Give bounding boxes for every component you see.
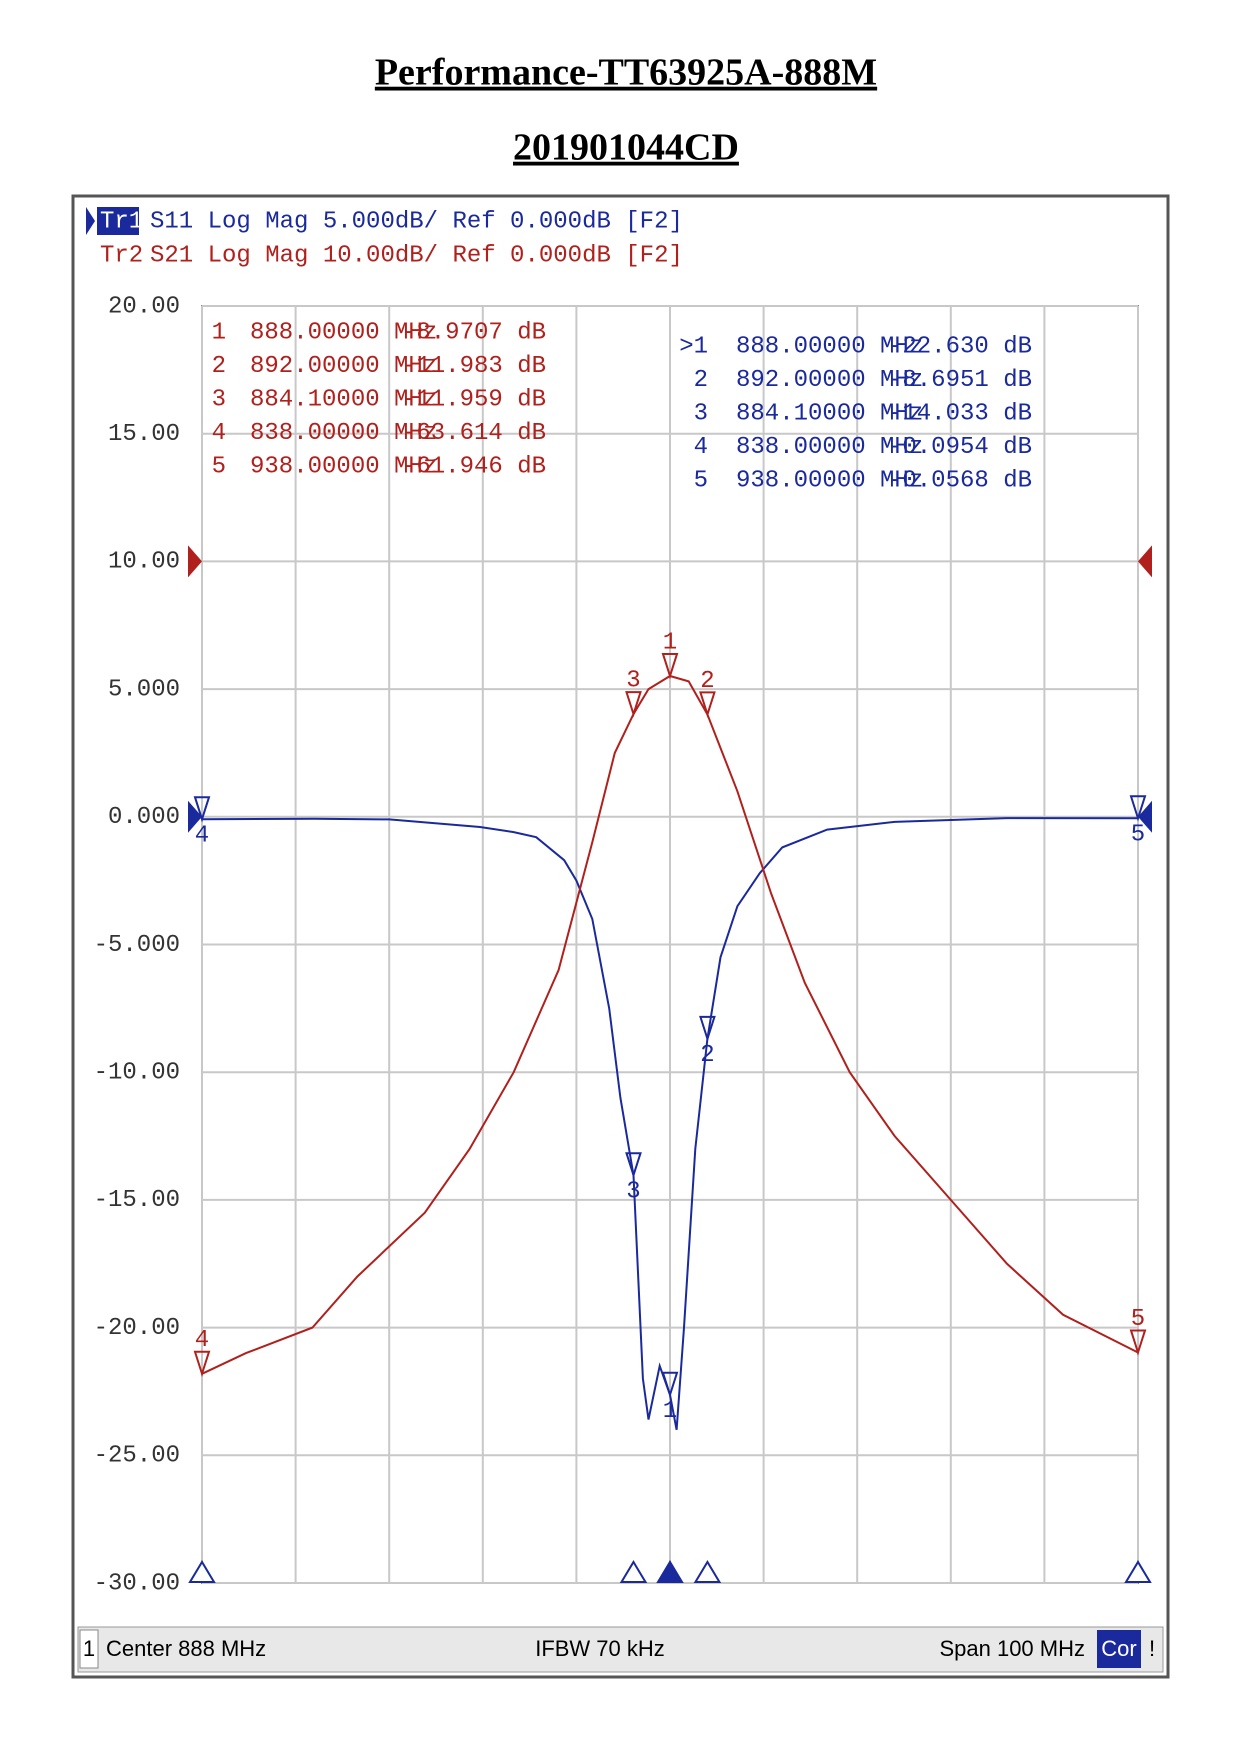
marker bbox=[699, 1015, 716, 1043]
marker-table-name: 2 bbox=[694, 367, 708, 394]
chart-subtitle: 201901044CD bbox=[513, 127, 739, 169]
channel-box bbox=[79, 1629, 99, 1669]
marker-table-name: 4 bbox=[212, 420, 226, 447]
ifbw: IFBW 70 kHz bbox=[535, 1636, 665, 1661]
marker-table-value: -11.983 dB bbox=[402, 353, 546, 380]
marker-label: 5 bbox=[1131, 1306, 1145, 1333]
marker-table-name: 5 bbox=[212, 454, 226, 481]
marker-label: 1 bbox=[663, 1398, 677, 1425]
marker-table-name: 1 bbox=[212, 319, 226, 346]
marker bbox=[661, 652, 679, 680]
stimulus-marker bbox=[619, 1560, 648, 1583]
marker-table-frequency: 838.00000 MHz bbox=[736, 434, 923, 461]
marker-table-name: 2 bbox=[212, 353, 226, 380]
marker-table-frequency: 892.00000 MHz bbox=[250, 353, 437, 380]
marker-label: 3 bbox=[626, 667, 640, 694]
status: ! bbox=[1149, 1636, 1155, 1661]
trace-line bbox=[201, 817, 1139, 1430]
marker-table-frequency: 892.00000 MHz bbox=[736, 367, 923, 394]
stimulus-marker bbox=[693, 1560, 722, 1583]
channel: 1 bbox=[83, 1636, 95, 1661]
marker bbox=[625, 691, 642, 718]
marker-table-frequency: 838.00000 MHz bbox=[250, 420, 437, 447]
marker-label: 2 bbox=[700, 668, 714, 695]
span: Span 100 MHz bbox=[939, 1636, 1085, 1661]
correction: Cor bbox=[1101, 1636, 1136, 1661]
active-trace-box bbox=[97, 207, 139, 235]
marker-label: 5 bbox=[1131, 822, 1145, 849]
marker-table-value: -8.6951 dB bbox=[888, 367, 1032, 394]
marker-table-value: -61.946 dB bbox=[402, 454, 546, 481]
y-tick-label: -15.00 bbox=[94, 1187, 180, 1214]
marker-table-frequency: 884.10000 MHz bbox=[736, 401, 923, 428]
status-bar bbox=[77, 1626, 1164, 1673]
marker-label: 4 bbox=[195, 1327, 209, 1354]
marker-table-value: -63.614 dB bbox=[402, 420, 546, 447]
marker-label: 3 bbox=[626, 1179, 640, 1206]
y-tick-label: -25.00 bbox=[94, 1443, 180, 1470]
marker-label: 4 bbox=[195, 823, 209, 850]
marker bbox=[1129, 1329, 1147, 1356]
marker-table-value: -11.959 dB bbox=[402, 387, 546, 414]
y-tick-label: -5.000 bbox=[94, 932, 180, 959]
marker-label: 2 bbox=[700, 1042, 714, 1069]
center: Center 888 MHz bbox=[106, 1636, 266, 1661]
reference-marker bbox=[1138, 800, 1152, 833]
marker-table-value: -22.630 dB bbox=[888, 333, 1032, 360]
chart-title: Performance-TT63925A-888M bbox=[375, 52, 877, 94]
trace-label: Tr2 bbox=[100, 242, 143, 269]
marker-table-name: 3 bbox=[212, 387, 226, 414]
marker-table-frequency: 888.00000 MHz bbox=[736, 333, 923, 360]
trace-label: Tr1 bbox=[100, 208, 143, 235]
marker-table-value: -0.0568 dB bbox=[888, 468, 1032, 495]
stimulus-marker bbox=[188, 1560, 216, 1583]
marker bbox=[661, 1371, 679, 1399]
reference-marker bbox=[1138, 545, 1152, 578]
marker-table-name: 4 bbox=[694, 434, 708, 461]
y-tick-label: 0.000 bbox=[108, 804, 180, 831]
marker-table-frequency: 888.00000 MHz bbox=[250, 319, 437, 346]
marker-table-frequency: 938.00000 MHz bbox=[736, 468, 923, 495]
marker-table-frequency: 938.00000 MHz bbox=[250, 454, 437, 481]
marker bbox=[193, 1350, 211, 1378]
marker-label: 1 bbox=[663, 629, 677, 656]
active-trace-indicator bbox=[86, 207, 95, 235]
y-tick-label: 20.00 bbox=[108, 293, 180, 320]
marker bbox=[1129, 795, 1147, 822]
trace-description: S11 Log Mag 5.000dB/ Ref 0.000dB [F2] bbox=[150, 208, 683, 235]
marker bbox=[625, 1152, 642, 1179]
trace-description: S21 Log Mag 10.00dB/ Ref 0.000dB [F2] bbox=[150, 242, 683, 269]
y-tick-label: -30.00 bbox=[94, 1570, 180, 1597]
y-tick-label: 5.000 bbox=[108, 676, 180, 703]
stimulus-marker bbox=[656, 1560, 684, 1583]
reference-marker bbox=[188, 800, 202, 833]
y-tick-label: 15.00 bbox=[108, 421, 180, 448]
trace-line bbox=[201, 674, 1139, 1375]
reference-marker bbox=[188, 545, 202, 578]
marker-table-value: -14.033 dB bbox=[888, 401, 1032, 428]
cor-box bbox=[1097, 1630, 1141, 1668]
marker-table-name: 3 bbox=[694, 401, 708, 428]
marker bbox=[699, 691, 716, 718]
marker-table-value: -0.0954 dB bbox=[888, 434, 1032, 461]
y-tick-label: -20.00 bbox=[94, 1315, 180, 1342]
marker-table-value: -8.9707 dB bbox=[402, 319, 546, 346]
y-tick-label: -10.00 bbox=[94, 1060, 180, 1087]
marker bbox=[193, 796, 211, 823]
marker-table-name: 5 bbox=[694, 468, 708, 495]
marker-table-frequency: 884.10000 MHz bbox=[250, 387, 437, 414]
marker-table-name: >1 bbox=[679, 333, 708, 360]
stimulus-marker bbox=[1124, 1560, 1152, 1583]
y-tick-label: 10.00 bbox=[108, 549, 180, 576]
